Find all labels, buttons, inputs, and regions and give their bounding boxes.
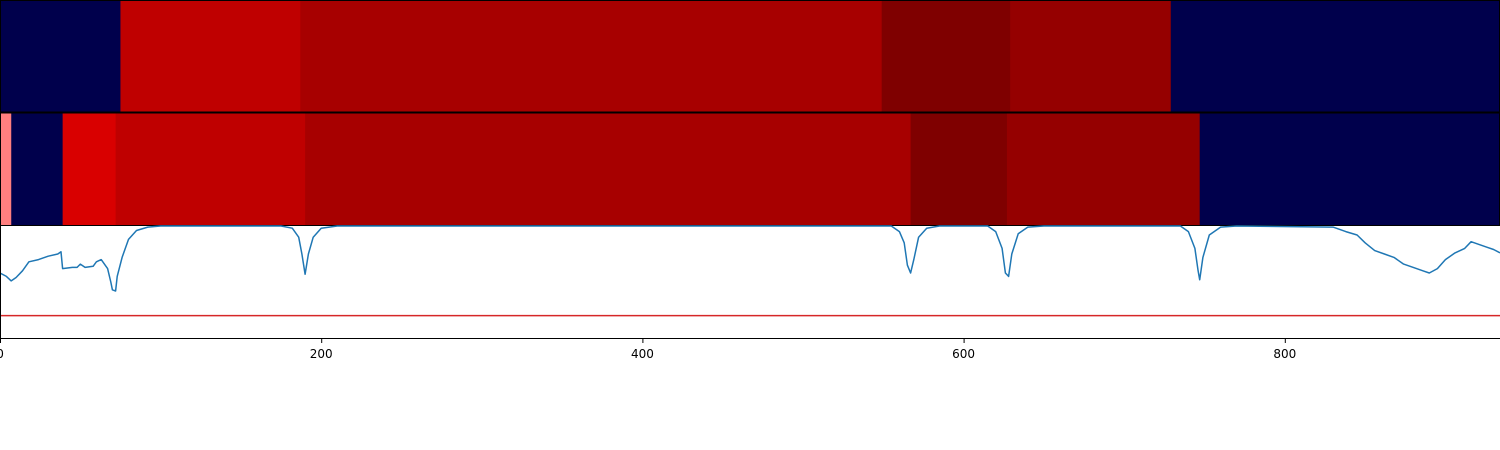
heatmap-middle-segment-1 — [11, 113, 64, 226]
x-tick-label-800: 800 — [1273, 347, 1296, 361]
x-tick-label-600: 600 — [952, 347, 975, 361]
line-panel-background — [0, 226, 1500, 338]
heatmap-middle-segment-6 — [1006, 113, 1201, 226]
heatmap-middle-segment-2 — [62, 113, 117, 226]
x-tick-label-200: 200 — [310, 347, 333, 361]
heatmap-middle-segment-0 — [0, 113, 12, 226]
series-line — [0, 225, 1500, 292]
x-tick-label-400: 400 — [631, 347, 654, 361]
heatmap-panel-top — [0, 0, 1500, 112]
heatmap-middle-segment-3 — [115, 113, 306, 226]
heatmap-middle-segment-7 — [1199, 113, 1500, 226]
heatmap-panel-middle — [0, 113, 1500, 226]
heatmap-middle-segment-4 — [305, 113, 912, 226]
heatmap-top-segment-4 — [1010, 0, 1172, 112]
heatmap-top-segment-0 — [0, 0, 121, 112]
heatmap-top-segment-1 — [120, 0, 301, 112]
heatmap-top-segment-3 — [881, 0, 1011, 112]
line-panel — [0, 225, 1500, 339]
heatmap-top-segment-5 — [1170, 0, 1500, 112]
x-axis: 0 200 400 600 800 — [0, 338, 1296, 361]
heatmap-middle-segment-5 — [910, 113, 1008, 226]
heatmap-top-segment-2 — [300, 0, 883, 112]
x-tick-label-0: 0 — [0, 347, 4, 361]
